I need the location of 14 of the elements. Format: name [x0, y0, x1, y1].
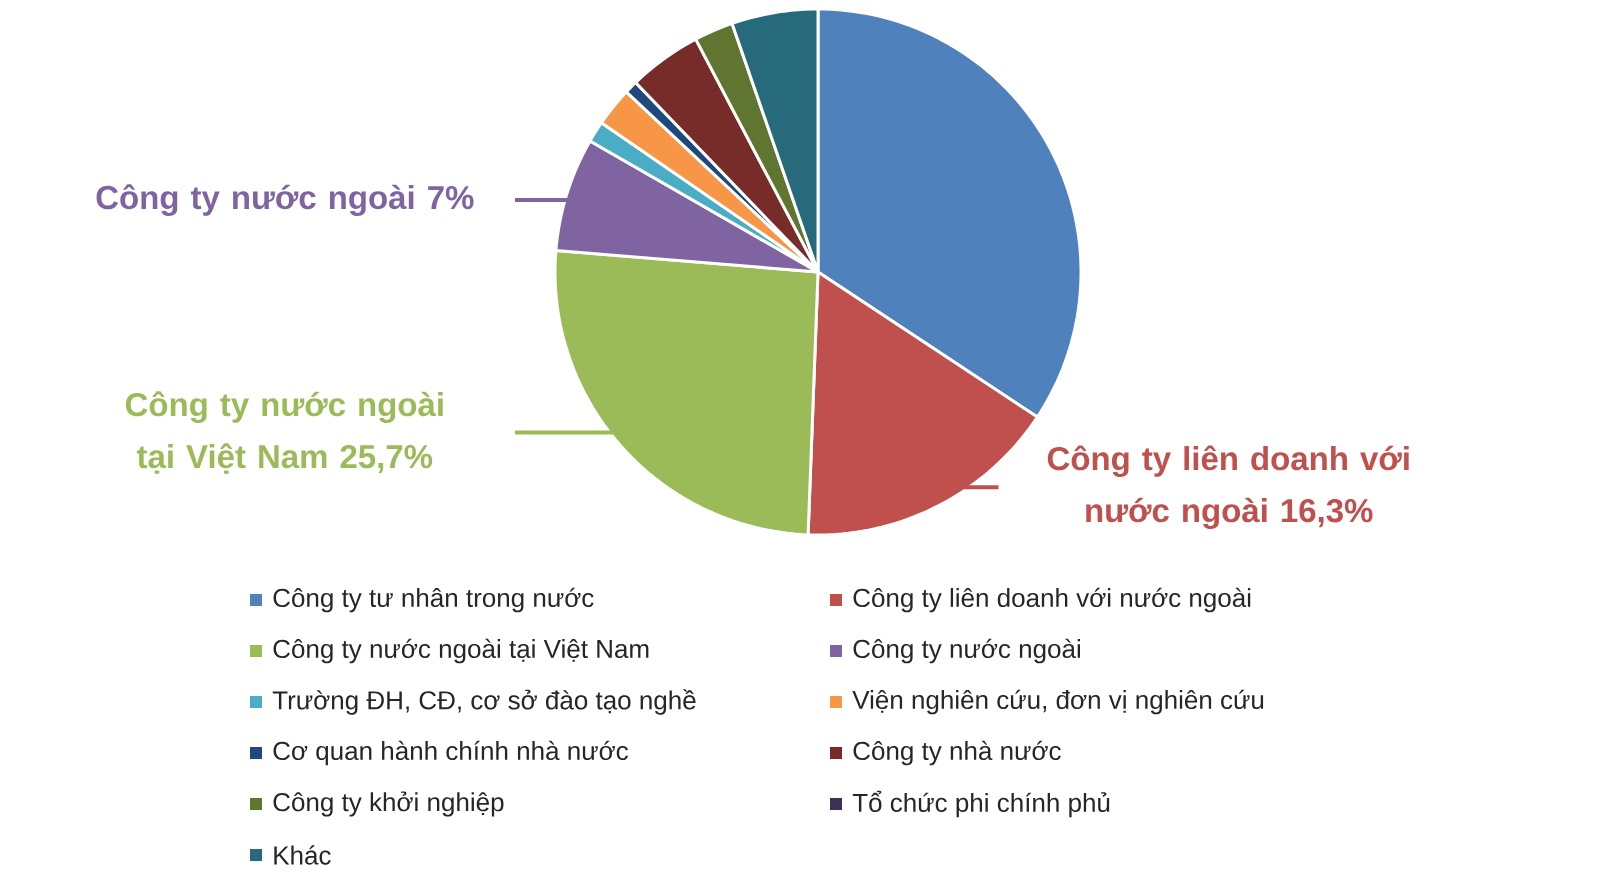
legend-label: Viện nghiên cứu, đơn vị nghiên cứu: [852, 689, 1264, 715]
legend-label: Trường ĐH, CĐ, cơ sở đào tạo nghề: [272, 689, 696, 715]
legend-label: Công ty tư nhân trong nước: [273, 587, 594, 613]
legend-label: Khác: [274, 845, 331, 865]
legend-label: Công ty nhà nước: [853, 740, 1061, 766]
legend-label: Công ty khởi nghiệp: [273, 791, 504, 817]
legend-label: Cơ quan hành chính nhà nước: [273, 740, 628, 766]
legend-label: Công ty nước ngoài: [853, 638, 1080, 664]
data-label: Công ty liên doanh với nước ngoài 16,3%: [1047, 445, 1409, 530]
legend-label: Công ty nước ngoài tại Việt Nam: [273, 638, 649, 664]
legend-label: Công ty liên doanh với nước ngoài: [853, 587, 1251, 613]
legend-label: Tổ chức phi chính phủ: [852, 790, 1110, 818]
data-label: Công ty nước ngoài 7%: [96, 184, 474, 216]
data-label: Công ty nước ngoài tại Việt Nam 25,7%: [125, 391, 443, 474]
